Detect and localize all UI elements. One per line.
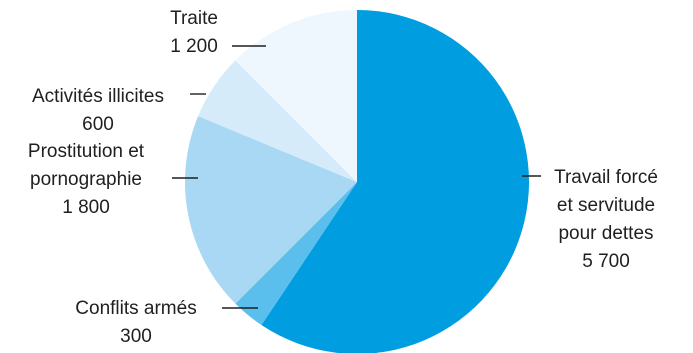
slice-value-label: 5 700 (582, 251, 630, 272)
slice-label-line: Prostitution et (28, 141, 145, 162)
label-conflits-armes: Conflits armés 300 (75, 298, 196, 347)
slice-label-line: Activités illicites (32, 86, 164, 107)
slice-activites-illicites (198, 60, 357, 182)
slice-travail-force (261, 10, 529, 353)
pie-slices (184, 10, 529, 353)
slice-value-label: 300 (120, 326, 152, 347)
slice-value-label: 600 (82, 114, 114, 135)
label-activites-illicites: Activités illicites 600 (32, 86, 164, 135)
label-traite: Traite 1 200 (170, 8, 218, 57)
label-travail-force: Travail forcé et servitude pour dettes 5… (554, 167, 658, 272)
label-prostitution: Prostitution et pornographie 1 800 (28, 141, 145, 218)
slice-label-line: et servitude (557, 195, 655, 216)
leader-lines (172, 45, 541, 309)
slice-label-line: Traite (170, 8, 218, 29)
slice-value-label: 1 200 (170, 36, 218, 57)
slice-label-line: pour dettes (558, 223, 653, 244)
slice-label-line: pornographie (30, 169, 142, 190)
slice-value-label: 1 800 (62, 197, 110, 218)
slice-prostitution (184, 116, 357, 304)
slice-conflits-armes (235, 182, 357, 326)
slice-label-line: Conflits armés (75, 298, 196, 319)
slice-label-line: Travail forcé (554, 167, 658, 188)
slice-traite (235, 10, 357, 182)
